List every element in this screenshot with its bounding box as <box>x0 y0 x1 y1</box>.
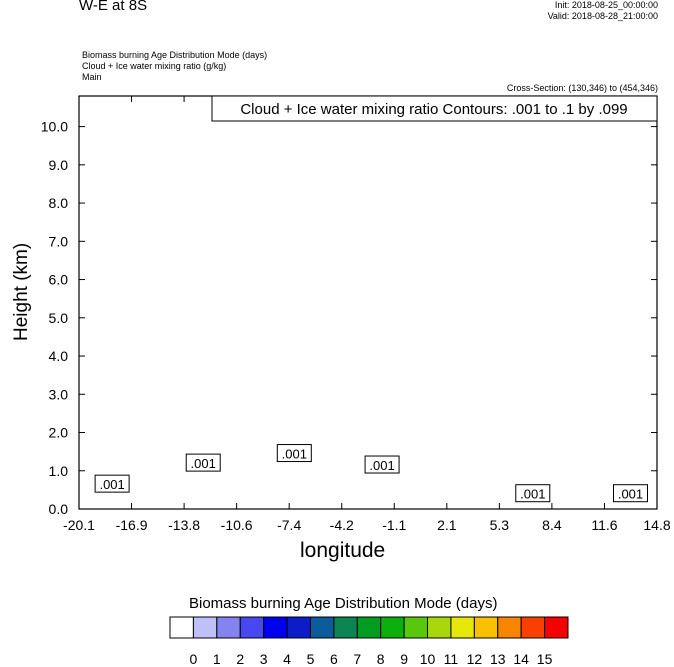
colorbar-swatch <box>309 616 335 639</box>
field-cloud: Cloud + Ice water mixing ratio (g/kg) <box>82 61 227 71</box>
colorbar-swatch <box>169 616 194 639</box>
x-tick-label: -7.4 <box>277 517 301 533</box>
colorbar-label: 2 <box>236 651 244 667</box>
x-tick-label: 11.6 <box>591 517 617 533</box>
y-tick-label: 5.0 <box>49 310 69 326</box>
colorbar-label: 7 <box>353 651 361 667</box>
contour-label-box <box>276 444 312 463</box>
colorbar-swatch <box>286 616 311 639</box>
colorbar-label: 9 <box>400 651 408 667</box>
colorbar-swatch <box>473 616 499 639</box>
y-tick-label: 0.0 <box>49 501 69 517</box>
field-descriptions: Biomass burning Age Distribution Mode (d… <box>82 50 267 83</box>
contour-legend: Cloud + Ice water mixing ratio Contours:… <box>211 95 658 122</box>
colorbar-title: Biomass burning Age Distribution Mode (d… <box>189 595 498 612</box>
y-tick-label: 8.0 <box>49 195 69 211</box>
colorbar-label: 11 <box>444 651 459 667</box>
init-valid-times: Init: 2018-08-25_00:00:00 Valid: 2018-08… <box>548 0 658 22</box>
colorbar-label: 4 <box>283 651 291 667</box>
colorbar-label: 10 <box>420 651 436 667</box>
colorbar-swatch <box>356 616 382 639</box>
colorbar-label: 5 <box>307 651 315 667</box>
contour-label-box <box>613 484 649 503</box>
x-tick-label: -13.8 <box>168 517 200 533</box>
y-tick-label: 9.0 <box>49 157 69 173</box>
colorbar-label: 12 <box>467 651 483 667</box>
x-tick-label: 14.8 <box>643 517 670 533</box>
colorbar: 0 1 2 3 4 5 6 7 8 9 10 11 12 13 14 15 <box>169 616 569 667</box>
x-tick-label: 2.1 <box>437 517 457 533</box>
colorbar-label: 8 <box>377 651 385 667</box>
colorbar-swatch <box>544 616 569 639</box>
x-tick-label: -4.2 <box>330 517 354 533</box>
colorbar-label: 13 <box>490 651 506 667</box>
contour-label: .001 <box>618 487 643 502</box>
y-tick-label: 4.0 <box>49 348 69 364</box>
x-tick-label: -16.9 <box>116 517 148 533</box>
colorbar-swatch <box>403 616 429 639</box>
age-region <box>79 96 657 509</box>
colorbar-swatch <box>192 616 218 639</box>
contour-label: .001 <box>369 458 394 473</box>
colorbar-label: 1 <box>213 651 221 667</box>
contour-label: .001 <box>520 487 545 502</box>
contour-label-box <box>94 474 130 493</box>
x-tick-label: -10.6 <box>221 517 253 533</box>
y-tick-label: 1.0 <box>49 463 69 479</box>
x-axis-label: longitude <box>300 539 386 562</box>
colorbar-label: 0 <box>190 651 198 667</box>
age-fill-field <box>79 96 657 509</box>
x-tick-label: -20.1 <box>63 517 95 533</box>
init-time: Init: 2018-08-25_00:00:00 <box>554 0 658 10</box>
chart-title: Cloud + Ice water mixing ratio Contours:… <box>240 101 627 118</box>
cross-section-label: Cross-Section: (130,346) to (454,346) <box>506 83 658 93</box>
plot-title: W-E at 8S <box>79 0 148 14</box>
colorbar-swatch <box>427 616 452 639</box>
x-axis: -20.1 -16.9 -13.8 -10.6 -7.4 -4.2 -1.1 2.1 5.3 8.… <box>63 96 671 533</box>
contour-label-box <box>364 455 400 474</box>
colorbar-swatch <box>239 616 265 639</box>
colorbar-swatch <box>263 616 288 639</box>
field-biomass: Biomass burning Age Distribution Mode (d… <box>82 50 268 60</box>
colorbar-label: 15 <box>537 651 553 667</box>
contour-label-box <box>185 453 221 472</box>
x-tick-label: -1.1 <box>382 517 406 533</box>
y-tick-label: 10.0 <box>41 119 68 135</box>
colorbar-swatch <box>380 616 405 639</box>
contour-label: .001 <box>99 477 124 492</box>
x-tick-label: 8.4 <box>542 517 562 533</box>
colorbar-swatch <box>497 616 522 639</box>
y-tick-label: 3.0 <box>49 386 69 402</box>
contour-label: .001 <box>191 456 216 471</box>
colorbar-swatch <box>520 616 546 639</box>
field-main: Main <box>82 72 102 82</box>
colorbar-label: 3 <box>260 651 268 667</box>
colorbar-label: 14 <box>513 651 529 667</box>
colorbar-swatch <box>216 616 241 639</box>
colorbar-swatch <box>450 616 475 639</box>
y-tick-label: 6.0 <box>49 272 69 288</box>
colorbar-swatch <box>333 616 358 639</box>
colorbar-label: 6 <box>330 651 338 667</box>
y-tick-label: 2.0 <box>49 425 69 441</box>
y-axis-label: Height (km) <box>11 242 32 341</box>
y-axis: 0.0 1.0 2.0 3.0 4.0 5.0 6.0 7.0 8.0 9.0 10.0 <box>41 119 657 517</box>
x-tick-label: 5.3 <box>490 517 510 533</box>
contour-labels: .001 .001 .001 .001 .001 .001 <box>94 444 649 503</box>
contour-label-box <box>515 484 551 503</box>
valid-time: Valid: 2018-08-28_21:00:00 <box>547 11 658 21</box>
contour-label: .001 <box>282 447 307 462</box>
y-tick-label: 7.0 <box>49 233 69 249</box>
